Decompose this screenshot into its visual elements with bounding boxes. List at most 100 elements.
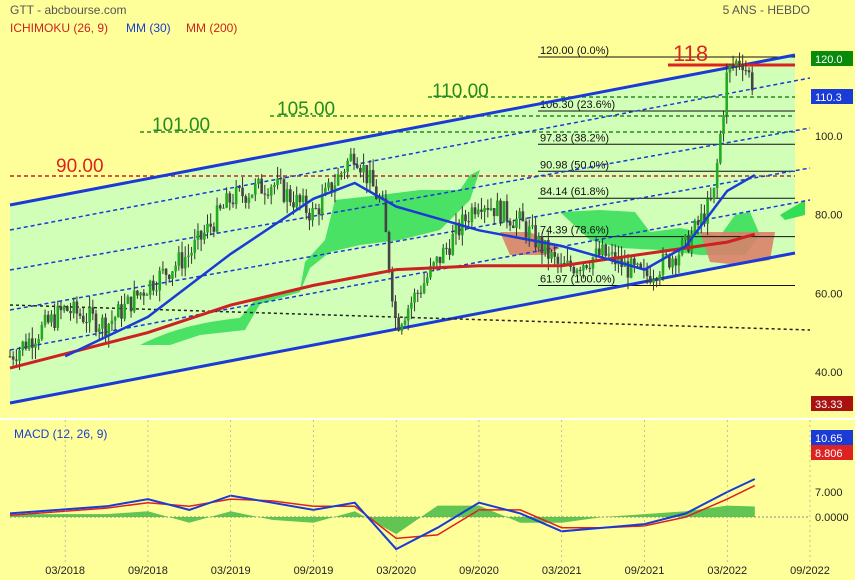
candle-body [375, 186, 378, 199]
fib-label: 97.83 (38.2%) [540, 132, 609, 144]
candle-body [403, 320, 407, 325]
candle-body [148, 280, 152, 295]
candle-body [199, 230, 203, 240]
x-tick-label: 03/2020 [376, 565, 416, 577]
candle-body [196, 230, 200, 240]
candle-body [78, 313, 82, 316]
candle-body [540, 236, 544, 253]
candle-body [719, 133, 722, 163]
candle-body [738, 60, 741, 64]
candle-body [244, 196, 248, 203]
candle-body [104, 317, 107, 337]
candle-body [527, 226, 531, 238]
candle-body [311, 208, 314, 221]
candle-body [27, 338, 31, 349]
candle-body [432, 262, 435, 266]
candle-body [193, 239, 197, 253]
candle-body [343, 171, 346, 173]
candle-body [81, 315, 85, 323]
x-tick-label: 03/2018 [45, 565, 85, 577]
candle-body [276, 178, 279, 185]
candle-body [629, 258, 633, 278]
candle-body [62, 306, 66, 311]
fib-label: 120.00 (0.0%) [540, 45, 609, 57]
candle-body [607, 253, 611, 256]
candle-body [706, 198, 709, 224]
x-axis: 03/2018 09/2018 03/2019 09/2019 03/2020 09/20… [45, 420, 830, 577]
candle-body [690, 234, 693, 252]
candle-body [441, 247, 445, 264]
macd-title: MACD (12, 26, 9) [14, 427, 107, 441]
ichimoku-cloud-tail [780, 200, 805, 220]
candle-body [301, 195, 305, 203]
horizontal-levels [10, 96, 795, 177]
candle-body [56, 306, 60, 328]
candle-body [30, 338, 34, 348]
price-badge [811, 51, 853, 66]
candle-body [601, 244, 604, 256]
candle-body [725, 72, 729, 116]
candle-body [422, 283, 426, 293]
candle-body [454, 222, 458, 234]
candle-body [451, 233, 455, 255]
candle-body [222, 207, 225, 209]
candle-body [425, 277, 429, 284]
candle-body [387, 232, 391, 270]
candle-body [289, 189, 292, 203]
candle-body [24, 341, 28, 349]
candle-body [413, 292, 416, 303]
candle-body [238, 187, 241, 189]
x-tick-label: 09/2020 [459, 565, 499, 577]
candle-body [18, 350, 21, 361]
candle-body [467, 221, 471, 223]
candle-body [75, 301, 79, 314]
candle-body [231, 202, 235, 205]
fib-label: 61.97 (100.0%) [540, 273, 615, 285]
candle-body [279, 178, 283, 180]
candle-body [400, 324, 404, 331]
candle-body [674, 258, 678, 266]
macd-badge-text: 10.65 [815, 433, 843, 445]
candle-body [152, 280, 155, 291]
candle-body [562, 262, 566, 265]
candle-body [292, 202, 295, 208]
price-y-axis: 100.0 80.00 60.00 40.00 [815, 131, 843, 379]
candle-body [101, 317, 104, 329]
candle-body [677, 254, 681, 266]
x-tick-label: 09/2022 [790, 565, 830, 577]
candle-body [636, 263, 639, 265]
candle-body [346, 160, 349, 172]
candle-body [88, 307, 91, 323]
candle-body [107, 324, 111, 337]
candle-body [113, 317, 117, 321]
candle-body [645, 269, 649, 277]
candle-body [174, 265, 177, 272]
candle-body [566, 260, 569, 265]
candle-body [521, 211, 525, 222]
candle-body [476, 209, 480, 215]
candle-body [750, 72, 754, 91]
candles-group [8, 52, 754, 370]
candle-body [416, 292, 420, 294]
candle-body [594, 248, 598, 258]
candle-body [492, 208, 496, 217]
candle-body [142, 292, 146, 296]
price-badge-text: 120.0 [815, 54, 843, 66]
channel-upper-line [9, 53, 796, 207]
candle-body [69, 310, 72, 314]
candle-body [209, 223, 212, 227]
ichimoku-cloud-bear [500, 232, 775, 265]
macd-line [9, 478, 756, 551]
candle-body [661, 253, 665, 275]
x-tick-label: 09/2019 [294, 565, 334, 577]
candle-body [333, 185, 337, 193]
candle-body [445, 247, 448, 249]
candle-body [515, 218, 518, 228]
candle-body [591, 257, 595, 269]
candle-body [470, 207, 474, 223]
candle-body [215, 205, 219, 232]
channel-mid-line-3 [9, 167, 811, 311]
legend-mm30: MM (30) [126, 21, 171, 35]
candle-body [359, 167, 362, 173]
